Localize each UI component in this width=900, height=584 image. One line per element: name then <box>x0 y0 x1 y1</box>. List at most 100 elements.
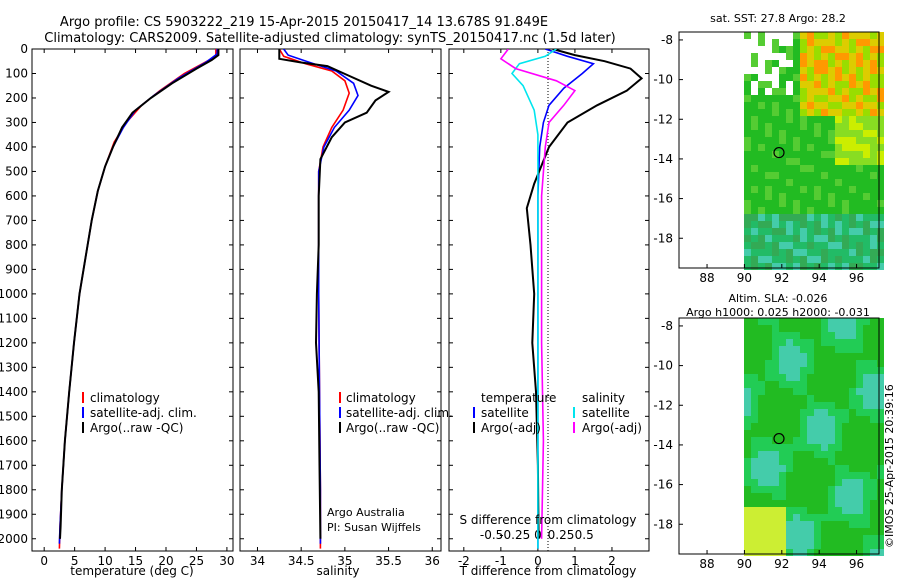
map-cell <box>786 53 793 60</box>
map-cell <box>779 193 786 200</box>
map-cell <box>751 263 758 270</box>
map-cell <box>863 346 870 353</box>
map-cell <box>821 263 828 270</box>
map-cell <box>821 528 828 535</box>
map-cell <box>758 325 765 332</box>
map-cell <box>765 360 772 367</box>
map-cell <box>800 318 807 325</box>
map-cell <box>856 353 863 360</box>
map-cell <box>842 332 849 339</box>
map-cell <box>758 465 765 472</box>
map-cell <box>842 367 849 374</box>
map-cell <box>765 256 772 263</box>
map-cell <box>877 416 884 423</box>
map-cell <box>835 60 842 67</box>
map-cell <box>856 67 863 74</box>
map-cell <box>765 116 772 123</box>
map-cell <box>821 486 828 493</box>
map-cell <box>751 472 758 479</box>
map-cell <box>828 102 835 109</box>
map-cell <box>793 116 800 123</box>
map-cell <box>821 437 828 444</box>
map-cell <box>807 81 814 88</box>
map-cell <box>856 486 863 493</box>
map-cell <box>877 360 884 367</box>
map-cell <box>877 528 884 535</box>
map-cell <box>786 374 793 381</box>
map-cell <box>786 549 793 556</box>
map-cell <box>835 528 842 535</box>
map-cell <box>800 46 807 53</box>
map-cell <box>877 60 884 67</box>
map-cell <box>793 53 800 60</box>
map-cell <box>765 451 772 458</box>
map-cell <box>793 493 800 500</box>
map-cell <box>877 493 884 500</box>
map-cell <box>765 430 772 437</box>
map-cell <box>814 235 821 242</box>
map-cell <box>842 521 849 528</box>
map-cell <box>786 437 793 444</box>
map-cell <box>877 388 884 395</box>
map-cell <box>870 318 877 325</box>
map-cell <box>786 74 793 81</box>
map-cell <box>793 109 800 116</box>
map-cell <box>877 451 884 458</box>
map-cell <box>744 88 751 95</box>
map-cell <box>856 514 863 521</box>
map-cell <box>744 353 751 360</box>
map-y-tick-label: -12 <box>653 112 673 126</box>
map-cell <box>779 500 786 507</box>
map-cell <box>751 60 758 67</box>
map-cell <box>786 339 793 346</box>
map-cell <box>863 514 870 521</box>
map-cell <box>793 332 800 339</box>
map-cell <box>877 242 884 249</box>
map-cell <box>821 193 828 200</box>
map-cell <box>835 332 842 339</box>
legend-label-t-argo: Argo(-adj) <box>481 421 541 435</box>
map-y-tick-label: -10 <box>653 73 673 87</box>
map-cell <box>758 493 765 500</box>
map-cell <box>863 325 870 332</box>
map-cell <box>821 535 828 542</box>
map-cell <box>744 493 751 500</box>
map-cell <box>744 95 751 102</box>
map-cell <box>814 472 821 479</box>
map-cell <box>744 423 751 430</box>
map-cell <box>835 535 842 542</box>
map-cell <box>765 158 772 165</box>
map-cell <box>821 179 828 186</box>
depth-tick-label: 800 <box>5 238 28 252</box>
map-cell <box>835 186 842 193</box>
map-cell <box>814 374 821 381</box>
map-cell <box>807 451 814 458</box>
map-cell <box>863 137 870 144</box>
map-cell <box>835 242 842 249</box>
map-cell <box>758 318 765 325</box>
series-line-climatology <box>278 49 351 549</box>
map-cell <box>842 360 849 367</box>
map-cell <box>863 235 870 242</box>
map-cell <box>786 500 793 507</box>
map-cell <box>828 165 835 172</box>
map-cell <box>765 221 772 228</box>
map-cell <box>842 123 849 130</box>
map-cell <box>849 235 856 242</box>
map-cell <box>877 158 884 165</box>
map-cell <box>842 186 849 193</box>
map-cell <box>863 437 870 444</box>
map-cell <box>772 388 779 395</box>
map-cell <box>828 207 835 214</box>
depth-tick-label: 300 <box>5 115 28 129</box>
map-cell <box>835 437 842 444</box>
map-cell <box>828 332 835 339</box>
map-cell <box>828 151 835 158</box>
map-cell <box>828 325 835 332</box>
map-cell <box>877 409 884 416</box>
map-cell <box>758 88 765 95</box>
map-cell <box>758 416 765 423</box>
map-cell <box>870 32 877 39</box>
map-cell <box>793 32 800 39</box>
map-cell <box>800 200 807 207</box>
